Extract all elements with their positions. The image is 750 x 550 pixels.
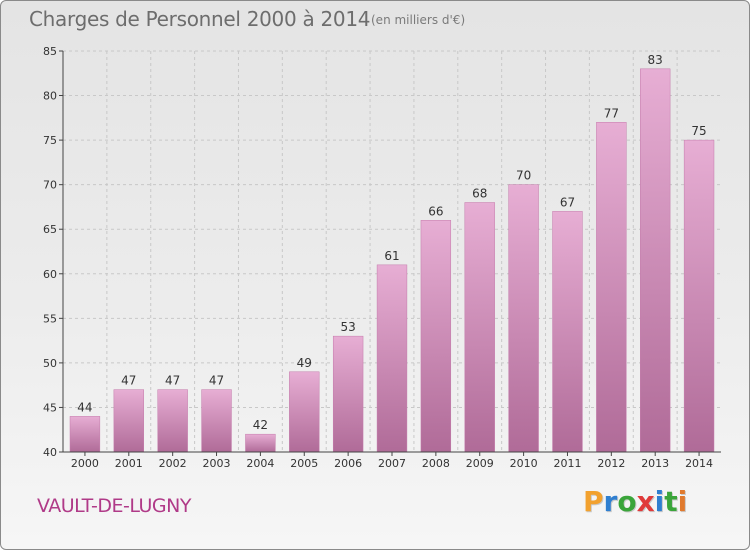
data-label-2010: 70 — [516, 169, 531, 183]
bar-2007[interactable] — [376, 264, 408, 453]
y-tick-label: 50 — [43, 357, 57, 370]
data-label-2004: 42 — [253, 418, 268, 432]
bar-2009[interactable] — [464, 202, 495, 453]
x-tick-label-2004: 2004 — [246, 457, 274, 470]
x-tick-label-2009: 2009 — [466, 457, 494, 470]
y-tick-label: 40 — [43, 446, 57, 459]
data-label-2001: 47 — [121, 374, 136, 388]
logo-letter: i — [654, 485, 665, 518]
y-tick-label: 85 — [43, 45, 57, 58]
bar-2004[interactable] — [245, 433, 276, 453]
logo-letter: i — [677, 485, 688, 518]
logo-letter: x — [636, 485, 655, 518]
x-tick-label-2014: 2014 — [685, 457, 713, 470]
data-label-2013: 83 — [648, 53, 663, 67]
bar-2002[interactable] — [157, 389, 188, 453]
x-tick-label-2000: 2000 — [71, 457, 99, 470]
data-label-2003: 47 — [209, 374, 224, 388]
data-label-2007: 61 — [384, 249, 399, 263]
y-tick-label: 60 — [43, 268, 57, 281]
bar-2003[interactable] — [201, 389, 232, 453]
y-tick-label: 70 — [43, 179, 57, 192]
y-tick-label: 75 — [43, 134, 57, 147]
bar-2010[interactable] — [508, 184, 539, 453]
x-tick-label-2010: 2010 — [510, 457, 538, 470]
data-label-2006: 53 — [340, 320, 355, 334]
bar-2014[interactable] — [683, 139, 715, 453]
bar-2001[interactable] — [113, 389, 144, 453]
bar-2000[interactable] — [69, 416, 101, 453]
x-tick-label-2007: 2007 — [378, 457, 406, 470]
commune-name: VAULT-DE-LUGNY — [37, 495, 191, 517]
chart-title: Charges de Personnel 2000 à 2014 — [29, 7, 371, 31]
data-label-2014: 75 — [691, 124, 706, 138]
x-tick-label-2012: 2012 — [597, 457, 625, 470]
data-label-2000: 44 — [77, 400, 92, 414]
bars — [69, 68, 715, 453]
x-tick-label-2003: 2003 — [203, 457, 231, 470]
y-tick-label: 55 — [43, 312, 57, 325]
data-label-2008: 66 — [428, 204, 443, 218]
chart-subtitle: (en milliers d'€) — [371, 13, 466, 27]
bar-2005[interactable] — [289, 371, 320, 453]
data-label-2005: 49 — [297, 356, 312, 370]
data-label-2009: 68 — [472, 186, 487, 200]
bar-2008[interactable] — [420, 220, 452, 453]
y-tick-label: 45 — [43, 401, 57, 414]
logo-letter: o — [617, 485, 637, 518]
data-label-2002: 47 — [165, 374, 180, 388]
x-tick-label-2005: 2005 — [290, 457, 318, 470]
y-tick-label: 80 — [43, 90, 57, 103]
x-tick-label-2008: 2008 — [422, 457, 450, 470]
bar-2011[interactable] — [552, 211, 583, 453]
x-tick-label-2013: 2013 — [641, 457, 669, 470]
x-tick-label-2006: 2006 — [334, 457, 362, 470]
axes: 40 45 50 55 60 65 70 75 80 85 2000 2001 2002 2003 2004… — [43, 45, 721, 470]
bar-2013[interactable] — [640, 68, 671, 453]
data-label-2011: 67 — [560, 195, 575, 209]
y-tick-label: 65 — [43, 223, 57, 236]
proxiti-logo[interactable]: Proxiti — [583, 485, 687, 518]
logo-letter: r — [603, 485, 618, 518]
data-label-2012: 77 — [604, 106, 619, 120]
x-tick-label-2001: 2001 — [115, 457, 143, 470]
logo-letter: P — [583, 485, 604, 518]
x-tick-label-2011: 2011 — [553, 457, 581, 470]
data-labels: 44 47 47 47 42 49 53 61 66 68 70 67 77 83 75 — [77, 53, 706, 432]
logo-letter: t — [664, 485, 678, 518]
x-tick-label-2002: 2002 — [159, 457, 187, 470]
bar-2006[interactable] — [332, 335, 364, 453]
bar-2012[interactable] — [596, 122, 627, 453]
